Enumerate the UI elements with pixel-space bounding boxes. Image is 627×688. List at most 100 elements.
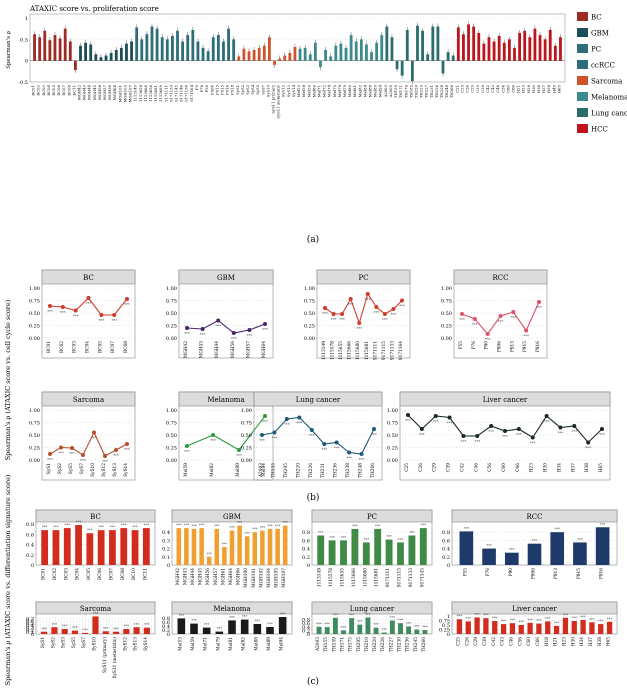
panel-b-ytick: 1.00	[29, 286, 40, 292]
panel-c-xtick: SyS1	[41, 637, 46, 648]
panel-c-ytick: 0	[307, 632, 310, 638]
panel-c-sig: ***	[252, 528, 258, 532]
panel-a-xtick: Mel80	[347, 84, 352, 97]
panel-c-xtick: SyS5	[72, 637, 77, 648]
panel-c-xtick: BC03	[64, 568, 69, 580]
panel-c-xtick: TH155	[324, 637, 329, 652]
panel-c-header	[35, 601, 156, 615]
panel-a-bar	[308, 54, 312, 61]
panel-a-bar	[176, 30, 179, 61]
panel-c-bar	[357, 624, 363, 634]
panel-c-bar	[86, 533, 94, 565]
panel-b-xtick: 9171133	[390, 341, 395, 360]
panel-c-xtick: 9171145	[420, 568, 425, 587]
panel-b-ytick: 0.75	[29, 299, 40, 305]
panel-a-bar	[421, 30, 424, 61]
panel-a-bar	[354, 41, 358, 61]
panel-b-xtick: H37	[571, 463, 576, 472]
panel-a-xtick: TH185	[408, 84, 413, 98]
panel-c-xtick: BC11	[143, 568, 148, 580]
panel-c-sig: ***	[421, 524, 427, 528]
panel-c-xtick: H18	[545, 637, 550, 646]
panel-b-ytick: 0.25	[241, 446, 252, 452]
panel-c-sig: ***	[283, 521, 289, 525]
panel-b-xtick: Mel89	[236, 463, 241, 477]
panel-b-sig: ***	[488, 429, 494, 434]
panel-a-bar	[334, 45, 338, 61]
panel-c-sig: ***	[409, 531, 415, 535]
panel-c-sig: ***	[390, 616, 396, 620]
panel-a-bar	[109, 52, 113, 61]
panel-b-point	[114, 448, 118, 452]
panel-b-ytick: 1.00	[441, 286, 452, 292]
panel-c-sig: ***	[62, 625, 68, 629]
panel-c-bar	[474, 617, 480, 634]
panel-b-xtick: SyS2	[58, 463, 63, 474]
panel-c-ytick: 0.2	[26, 553, 34, 559]
panel-a-bar	[262, 45, 266, 61]
panel-a-xtick: H21	[516, 85, 521, 93]
panel-a-bar	[507, 39, 511, 61]
legend-swatch	[577, 28, 588, 37]
panel-c-sig: ***	[245, 532, 251, 536]
panel-c-xtick: MGH104	[267, 568, 272, 588]
panel-c-xtick: A2003	[316, 637, 321, 652]
panel-a-xtick: Mel89	[373, 84, 378, 97]
panel-a-bar	[104, 55, 108, 61]
panel-c-bar	[373, 627, 379, 634]
panel-b-xtick: BC02	[60, 341, 65, 353]
panel-c-bar	[351, 528, 359, 565]
legend-label: HCC	[591, 126, 608, 134]
panel-a-xtick: Mel75	[332, 84, 337, 97]
panel-c-sig: ***	[76, 521, 82, 525]
panel-a-xtick: Mel60	[311, 84, 316, 97]
panel-b-sig: ***	[348, 302, 354, 307]
panel-c-bar	[606, 621, 613, 634]
panel-b-ytick: 0.25	[387, 446, 398, 452]
panel-a-xtick: Mel74	[327, 84, 332, 97]
panel-c-ytick: 0.5	[26, 621, 34, 627]
panel-b-ytick: 0.50	[29, 433, 40, 439]
panel-c-ytick: 0.2	[26, 628, 34, 634]
panel-a-bar	[135, 27, 139, 61]
panel-a-xtick: BC01	[31, 85, 36, 96]
panel-c-ytick: 0.5	[442, 623, 450, 629]
panel-b-point	[391, 307, 396, 311]
panel-b-point	[406, 413, 410, 417]
panel-c-header	[35, 509, 156, 523]
panel-b-sig: ***	[73, 314, 79, 319]
panel-b-sig: ***	[200, 332, 206, 337]
panel-a-bar	[462, 34, 465, 61]
panel-a-xtick: C21	[454, 85, 459, 93]
panel-b-sig: ***	[536, 305, 542, 310]
panel-c-xtick: MGH105	[275, 568, 280, 588]
panel-a-bar	[247, 51, 251, 61]
panel-b-xtick: SyS14	[124, 463, 129, 477]
panel-c-ytick: 0.1	[162, 555, 170, 561]
panel-c-xtick: TH230	[398, 637, 403, 652]
panel-c-ytick: 0.4	[162, 530, 170, 536]
panel-a-xtick: H23	[521, 84, 526, 93]
panel-c-ytick: 0.6	[302, 538, 310, 544]
panel-b-sig: ***	[80, 458, 86, 463]
panel-a-bar	[155, 28, 159, 61]
panel-c-sig: ***	[204, 623, 210, 627]
legend-swatch	[577, 44, 588, 53]
panel-b-xtick: SyS13	[113, 463, 118, 477]
panel-c-title: Melanoma	[213, 605, 250, 613]
panel-b-sig: ***	[382, 317, 388, 322]
panel-a-xtick: C26	[465, 84, 470, 92]
panel-b-sig: ***	[485, 337, 491, 342]
panel-c-xtick: 1115680	[363, 568, 368, 587]
panel-c-xtick: MGH43	[183, 568, 188, 585]
panel-c-ytick: 0	[447, 632, 450, 638]
panel-b-sig: ***	[102, 459, 108, 464]
panel-c-sig: ***	[464, 527, 470, 531]
panel-a-xtick: TH266	[449, 84, 454, 98]
panel-b-sig: ***	[309, 433, 315, 438]
panel-c-bar	[131, 530, 139, 565]
panel-c-bar	[228, 620, 236, 634]
panel-c-bar	[385, 539, 393, 565]
panel-c-xtick: C26	[465, 637, 470, 646]
panel-a-bar	[68, 41, 72, 61]
